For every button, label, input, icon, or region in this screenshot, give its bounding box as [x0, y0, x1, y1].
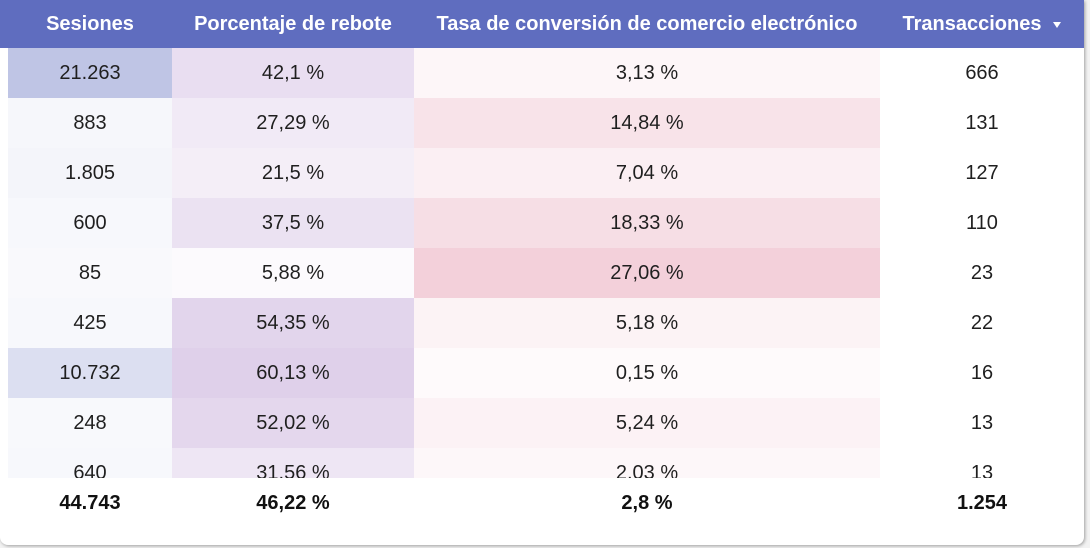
cell-transacciones: 127 — [965, 161, 999, 184]
cell-porcentaje-rebote: 31,56 % — [172, 448, 414, 478]
cell-sesiones: 600 — [8, 198, 172, 248]
cell-transacciones: 22 — [970, 311, 994, 334]
cell-transacciones: 23 — [970, 261, 994, 284]
table-header: Sesiones Porcentaje de rebote Tasa de co… — [0, 0, 1084, 48]
cell-transacciones: 16 — [970, 361, 994, 384]
cell-porcentaje-rebote: 37,5 % — [172, 198, 414, 248]
cell-tasa-conversion: 7,04 % — [414, 148, 880, 198]
table-row: 600 37,5 % 18,33 % 110 — [0, 198, 1084, 248]
cell-transacciones: 131 — [965, 111, 999, 134]
table-row: 640 31,56 % 2,03 % 13 — [0, 448, 1084, 478]
cell-porcentaje-rebote: 21,5 % — [172, 148, 414, 198]
cell-sesiones: 10.732 — [8, 348, 172, 398]
cell-tasa-conversion: 3,13 % — [414, 48, 880, 98]
cell-sesiones: 640 — [8, 448, 172, 478]
cell-sesiones: 21.263 — [8, 48, 172, 98]
table-row: 85 5,88 % 27,06 % 23 — [0, 248, 1084, 298]
cell-tasa-conversion: 18,33 % — [414, 198, 880, 248]
cell-tasa-conversion: 2,03 % — [414, 448, 880, 478]
header-sesiones[interactable]: Sesiones — [46, 12, 134, 35]
total-transacciones: 1.254 — [956, 491, 1008, 514]
sort-descending-icon[interactable] — [1053, 22, 1062, 28]
cell-sesiones: 883 — [8, 98, 172, 148]
cell-tasa-conversion: 5,18 % — [414, 298, 880, 348]
total-tasa-conversion: 2,8 % — [621, 491, 673, 514]
cell-sesiones: 248 — [8, 398, 172, 448]
cell-sesiones: 1.805 — [8, 148, 172, 198]
cell-porcentaje-rebote: 54,35 % — [172, 298, 414, 348]
header-transacciones[interactable]: Transacciones — [880, 0, 1084, 48]
cell-transacciones: 13 — [970, 411, 994, 434]
cell-porcentaje-rebote: 60,13 % — [172, 348, 414, 398]
table-row: 1.805 21,5 % 7,04 % 127 — [0, 148, 1084, 198]
table-row: 248 52,02 % 5,24 % 13 — [0, 398, 1084, 448]
cell-tasa-conversion: 0,15 % — [414, 348, 880, 398]
table-row: 10.732 60,13 % 0,15 % 16 — [0, 348, 1084, 398]
cell-sesiones: 85 — [8, 248, 172, 298]
total-sesiones: 44.743 — [59, 491, 121, 514]
totals-row: 44.743 46,22 % 2,8 % 1.254 — [0, 478, 1084, 528]
cell-sesiones: 425 — [8, 298, 172, 348]
cell-transacciones: 110 — [966, 211, 998, 234]
cell-porcentaje-rebote: 42,1 % — [172, 48, 414, 98]
header-tasa-conversion[interactable]: Tasa de conversión de comercio electróni… — [436, 12, 858, 35]
table-row: 883 27,29 % 14,84 % 131 — [0, 98, 1084, 148]
header-porcentaje-rebote[interactable]: Porcentaje de rebote — [194, 12, 392, 35]
table-row: 425 54,35 % 5,18 % 22 — [0, 298, 1084, 348]
cell-tasa-conversion: 14,84 % — [414, 98, 880, 148]
cell-transacciones: 13 — [970, 461, 994, 479]
total-porcentaje-rebote: 46,22 % — [256, 491, 330, 514]
cell-tasa-conversion: 27,06 % — [414, 248, 880, 298]
cell-transacciones: 666 — [965, 61, 999, 84]
cell-porcentaje-rebote: 52,02 % — [172, 398, 414, 448]
cell-tasa-conversion: 5,24 % — [414, 398, 880, 448]
table-row: 21.263 42,1 % 3,13 % 666 — [0, 48, 1084, 98]
cell-porcentaje-rebote: 5,88 % — [172, 248, 414, 298]
cell-porcentaje-rebote: 27,29 % — [172, 98, 414, 148]
table-body: 21.263 42,1 % 3,13 % 666 883 27,29 % 14,84 % 13… — [0, 48, 1084, 478]
